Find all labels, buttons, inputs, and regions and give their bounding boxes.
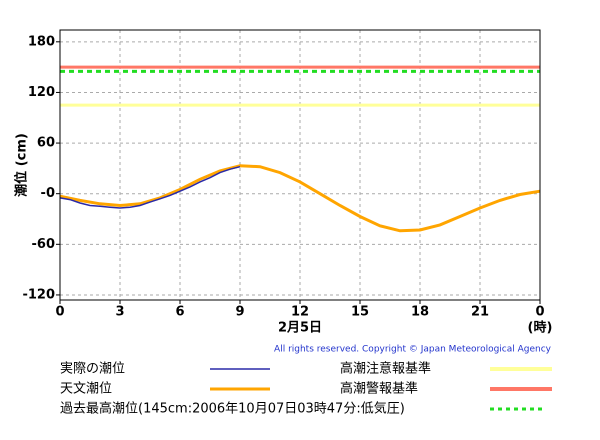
x-tick-label: 3 [115, 305, 124, 320]
legend-label: 高潮注意報基準 [340, 361, 431, 377]
copyright: All rights reserved. Copyright © Japan M… [274, 345, 552, 355]
x-tick-label: 15 [351, 305, 369, 320]
x-axis-unit: (時) [528, 320, 553, 336]
x-tick-label: 6 [175, 305, 184, 320]
x-tick-label: 0 [55, 305, 64, 320]
x-tick-label: 0 [535, 305, 544, 320]
y-tick-label: 180 [28, 34, 55, 49]
y-tick-label: 60 [37, 136, 55, 151]
x-tick-label: 21 [471, 305, 489, 320]
legend-label: 高潮警報基準 [340, 381, 418, 397]
legend-label: 実際の潮位 [60, 361, 125, 377]
y-axis-label: 潮位 (cm) [14, 133, 30, 197]
legend-label: 天文潮位 [60, 382, 112, 397]
x-tick-label: 9 [235, 305, 244, 320]
y-tick-label: -0 [41, 186, 55, 201]
y-tick-label: -120 [22, 287, 55, 302]
x-tick-label: 18 [411, 305, 429, 320]
legend-label: 過去最高潮位(145cm:2006年10月07日03時47分:低気圧) [60, 401, 405, 417]
plot-frame [59, 29, 541, 301]
data-line [59, 164, 541, 233]
y-tick-label: 120 [28, 85, 55, 100]
x-tick-label: 12 [291, 305, 309, 320]
data-line [59, 165, 241, 209]
y-tick-label: -60 [32, 237, 56, 252]
x-axis-label: 2月5日 [278, 321, 322, 336]
